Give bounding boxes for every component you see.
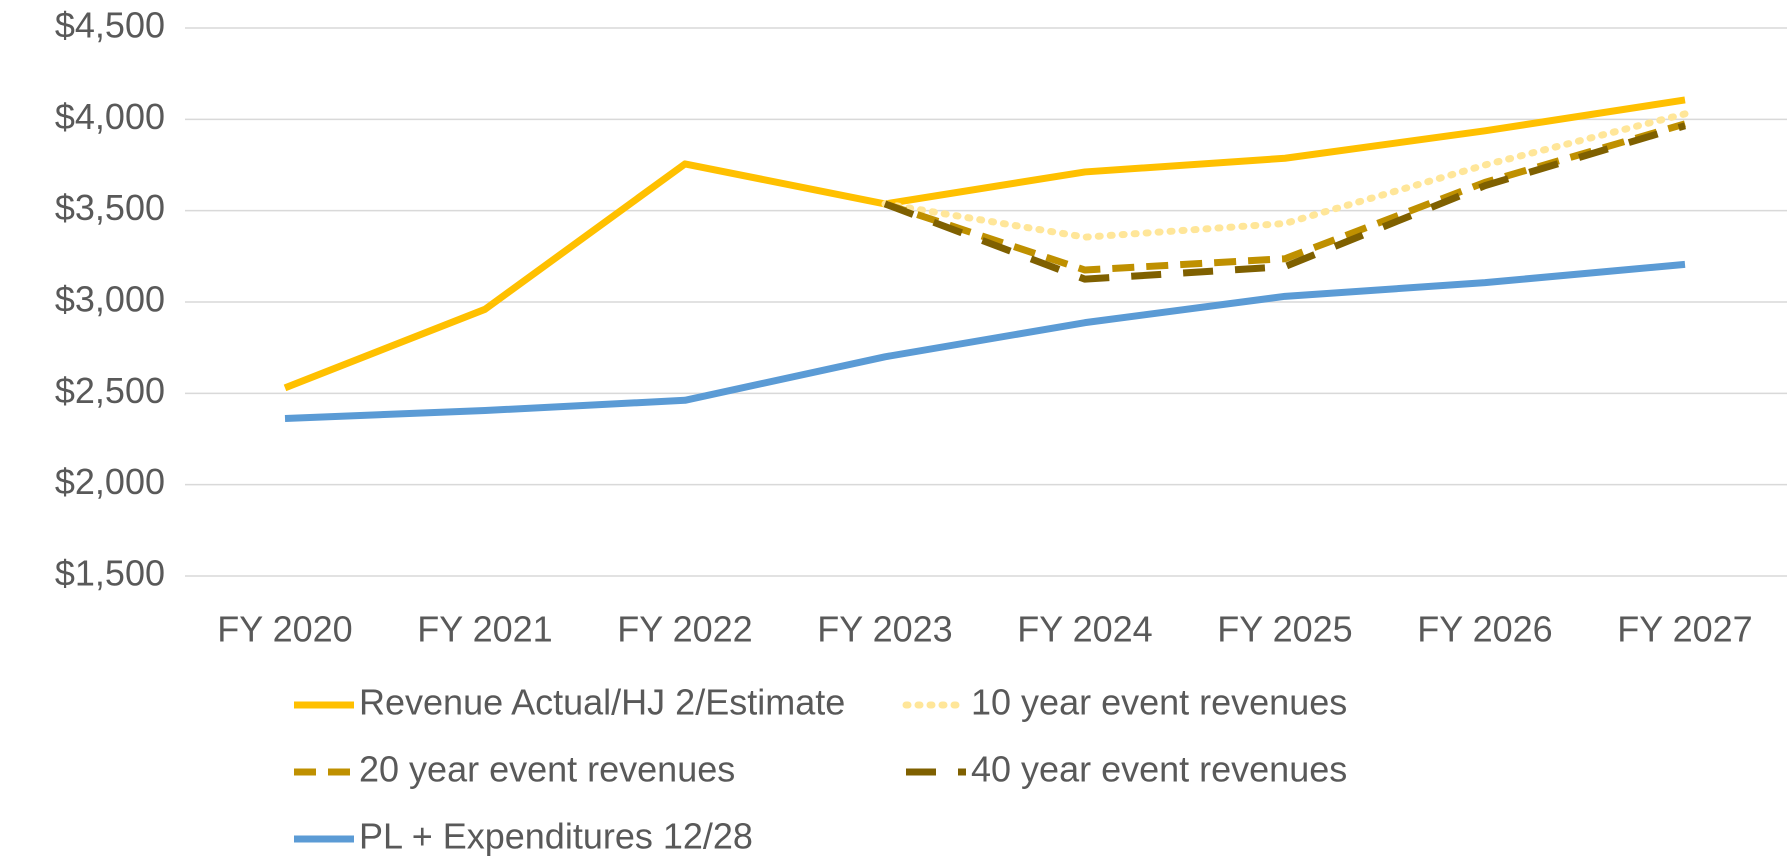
legend-label: 40 year event revenues: [971, 749, 1347, 790]
series-line: [881, 110, 1689, 241]
series-line: [883, 122, 1687, 283]
y-tick-label: $2,500: [55, 370, 165, 411]
x-tick-label: FY 2020: [217, 609, 352, 650]
x-tick-label: FY 2024: [1017, 609, 1152, 650]
legend-label: PL + Expenditures 12/28: [359, 816, 753, 857]
legend-label: Revenue Actual/HJ 2/Estimate: [359, 682, 845, 723]
series-line: [283, 96, 1686, 392]
legend-label: 20 year event revenues: [359, 749, 735, 790]
x-tick-label: FY 2022: [617, 609, 752, 650]
x-tick-label: FY 2021: [417, 609, 552, 650]
series-line: [284, 260, 1686, 423]
y-tick-label: $1,500: [55, 553, 165, 594]
y-tick-label: $2,000: [55, 461, 165, 502]
y-tick-label: $4,000: [55, 96, 165, 137]
y-tick-label: $3,000: [55, 279, 165, 320]
legend-label: 10 year event revenues: [971, 682, 1347, 723]
y-tick-label: $4,500: [55, 5, 165, 46]
y-tick-label: $3,500: [55, 187, 165, 228]
x-tick-label: FY 2025: [1217, 609, 1352, 650]
x-tick-label: FY 2023: [817, 609, 952, 650]
x-tick-label: FY 2026: [1417, 609, 1552, 650]
x-tick-label: FY 2027: [1617, 609, 1752, 650]
